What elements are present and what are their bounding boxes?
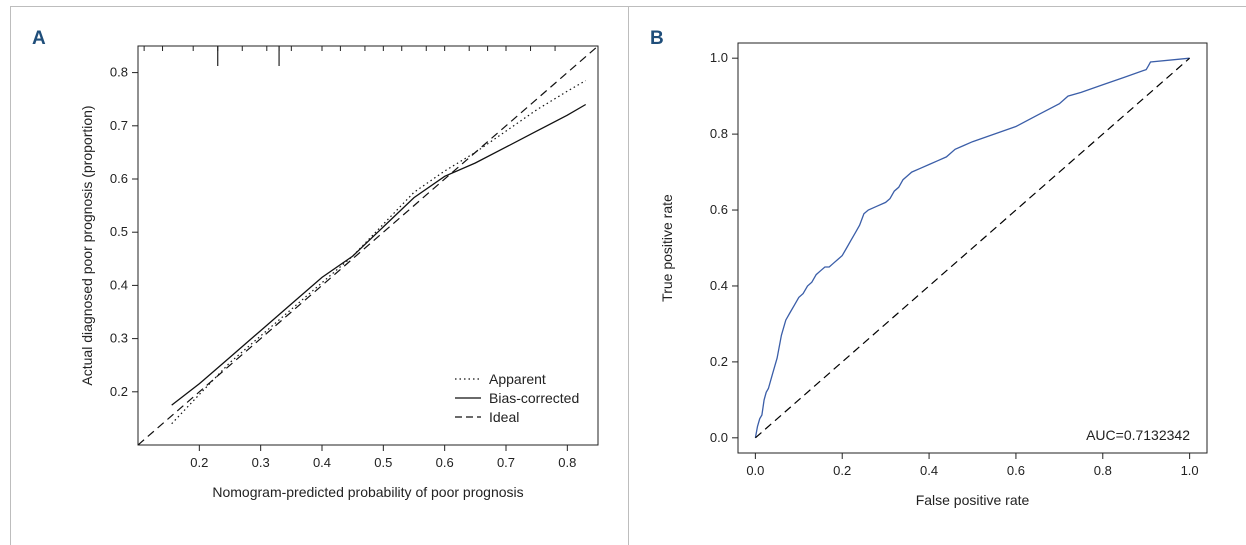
x-tick-label: 0.4 [313,455,331,470]
y-tick-label: 0.6 [710,202,728,217]
figure-border-left [10,6,11,545]
y-tick-label: 0.5 [110,224,128,239]
x-tick-label: 0.6 [436,455,454,470]
y-axis-title: Actual diagnosed poor prognosis (proport… [79,105,95,385]
y-tick-label: 0.4 [710,278,728,293]
y-tick-label: 0.8 [710,126,728,141]
y-tick-label: 0.2 [110,384,128,399]
x-tick-label: 0.5 [374,455,392,470]
bias-corrected-series-line [171,103,587,406]
y-tick-label: 0.7 [110,118,128,133]
x-tick-label: 0.4 [920,463,938,478]
legend-label-apparent: Apparent [489,371,546,387]
x-tick-label: 0.8 [558,455,576,470]
x-tick-label: 0.3 [252,455,270,470]
legend-label-bias-corrected: Bias-corrected [489,390,579,406]
y-axis-title: True positive rate [659,194,675,302]
reference-diagonal-series-line [755,57,1190,439]
y-tick-label: 0.2 [710,354,728,369]
roc-curve-series-line [754,57,1190,438]
y-tick-label: 0.6 [110,171,128,186]
y-tick-label: 0.4 [110,277,128,292]
panel-divider [628,6,629,545]
x-tick-label: 0.6 [1007,463,1025,478]
y-tick-label: 0.8 [110,65,128,80]
plot-area [137,45,599,446]
x-tick-label: 0.0 [746,463,764,478]
plot-area [737,42,1208,454]
x-tick-label: 0.7 [497,455,515,470]
calibration-chart: 0.2 0.3 0.4 0.5 0.6 0.7 0.8 0.2 0.3 0.4 0.5 0.6 0.7 0… [79,45,599,500]
ideal-series-line [138,46,598,445]
y-tick-label: 0.3 [110,331,128,346]
x-tick-label: 1.0 [1181,463,1199,478]
legend-label-ideal: Ideal [489,409,519,425]
x-tick-label: 0.2 [833,463,851,478]
y-tick-label: 0.0 [710,430,728,445]
panel-b-label: B [650,28,664,49]
x-tick-label: 0.8 [1094,463,1112,478]
x-axis-title: False positive rate [916,492,1030,508]
x-tick-label: 0.2 [190,455,208,470]
auc-annotation: AUC=0.7132342 [1086,427,1190,443]
panel-a-label: A [32,28,46,49]
y-tick-label: 1.0 [710,50,728,65]
x-axis-title: Nomogram-predicted probability of poor p… [212,484,523,500]
